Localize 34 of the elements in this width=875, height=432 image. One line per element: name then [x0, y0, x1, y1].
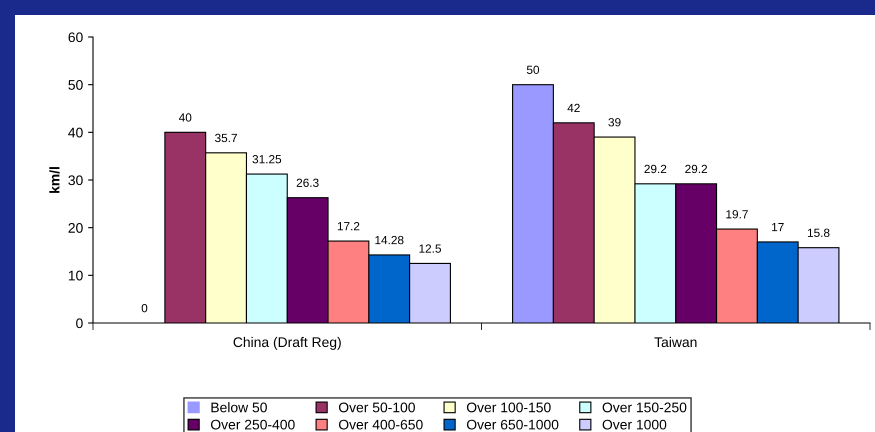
data-label: 15.8 [808, 228, 830, 238]
legend-label: Over 400-650 [338, 420, 423, 430]
x-tick-label: Taiwan [654, 336, 696, 348]
data-label: 42 [567, 104, 580, 112]
data-label: 29.2 [644, 164, 666, 174]
y-tick-label: 30 [68, 175, 83, 186]
data-label: 0 [142, 304, 148, 312]
data-label: 14.28 [375, 236, 404, 244]
legend-label: Over 50-100 [338, 402, 415, 412]
data-label: 19.7 [726, 210, 748, 218]
y-tick-label: 10 [68, 270, 83, 281]
y-tick-label: 20 [68, 223, 83, 233]
legend-label: Over 650-1000 [466, 420, 558, 430]
legend-label: Over 100-150 [466, 402, 551, 412]
legend-label: Over 150-250 [602, 402, 686, 412]
data-label: 40 [178, 113, 192, 122]
legend-label: Over 250-400 [210, 420, 295, 430]
data-label: 17.2 [338, 222, 360, 230]
legend-label: Below 50 [211, 402, 267, 412]
data-label: 17 [772, 223, 784, 232]
data-label: 31.25 [252, 155, 282, 164]
data-label: 12.5 [419, 244, 442, 253]
data-label: 29.2 [685, 164, 708, 174]
y-tick-label: 40 [68, 128, 83, 138]
y-tick-label: 0 [76, 318, 83, 328]
x-tick-label: China (Draft Reg) [234, 336, 341, 350]
y-axis-title: km/l [49, 167, 60, 193]
data-label: 35.7 [215, 134, 237, 142]
data-label: 39 [608, 118, 621, 126]
data-label: 26.3 [296, 178, 319, 187]
y-tick-label: 60 [68, 32, 83, 42]
data-label: 50 [526, 66, 540, 74]
y-tick-label: 50 [68, 80, 83, 90]
legend-label: Over 1000 [602, 420, 666, 430]
